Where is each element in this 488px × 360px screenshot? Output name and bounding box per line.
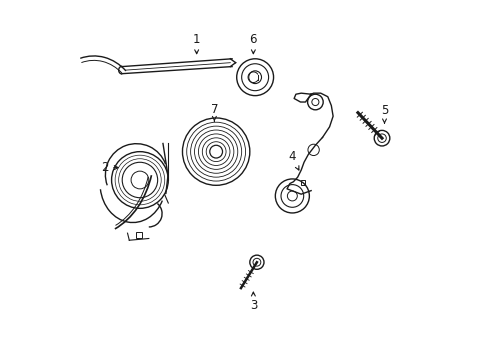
Bar (300, 180, 305, 185)
Text: 6: 6 (249, 33, 257, 54)
Text: 1: 1 (192, 33, 200, 54)
Bar (135, 232, 142, 238)
Text: 4: 4 (288, 150, 298, 170)
Text: 2: 2 (101, 161, 118, 174)
Text: 7: 7 (210, 103, 218, 121)
Text: 5: 5 (380, 104, 387, 123)
Text: 3: 3 (249, 292, 257, 312)
